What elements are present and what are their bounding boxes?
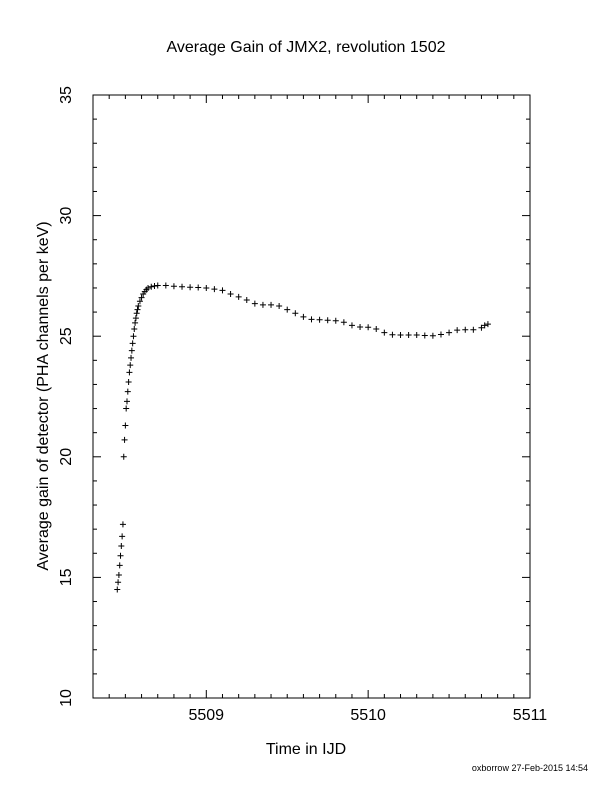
data-point <box>268 301 275 308</box>
data-point <box>421 332 428 339</box>
data-point <box>134 306 141 313</box>
data-point <box>131 325 138 332</box>
data-point <box>357 324 364 331</box>
data-point <box>127 362 134 369</box>
data-point <box>128 347 135 354</box>
data-point <box>128 354 135 361</box>
data-point <box>365 324 372 331</box>
data-point <box>117 552 124 559</box>
data-point <box>135 303 142 310</box>
data-point <box>162 282 169 289</box>
data-point <box>148 283 155 290</box>
data-point <box>484 321 491 328</box>
data-point <box>324 317 331 324</box>
data-point <box>316 316 323 323</box>
data-point <box>478 324 485 331</box>
data-point <box>481 322 488 329</box>
data-point <box>227 290 234 297</box>
data-point <box>300 313 307 320</box>
x-tick-label: 5509 <box>188 707 224 724</box>
data-point <box>405 331 412 338</box>
data-point <box>373 325 380 332</box>
data-point <box>259 301 266 308</box>
data-point <box>120 453 127 460</box>
data-point <box>203 284 210 291</box>
data-point <box>470 326 477 333</box>
data-point <box>243 297 250 304</box>
data-point <box>332 317 339 324</box>
data-point <box>123 398 130 405</box>
data-point <box>129 340 136 347</box>
data-point <box>133 310 140 317</box>
x-tick-labels: 5509 5510 5511 <box>188 707 547 724</box>
data-point <box>123 405 130 412</box>
footer-credit: oxborrow 27-Feb-2015 14:54 <box>472 763 588 773</box>
data-point <box>119 533 126 540</box>
data-point <box>437 331 444 338</box>
data-point <box>284 306 291 313</box>
data-point <box>276 303 283 310</box>
data-point <box>251 300 258 307</box>
y-tick-label: 10 <box>58 689 75 707</box>
data-point <box>118 543 125 550</box>
data-point <box>119 521 126 528</box>
data-point <box>170 283 177 290</box>
data-point <box>114 586 121 593</box>
x-axis-label: Time in IJD <box>266 741 346 758</box>
y-tick-label: 25 <box>58 327 75 345</box>
data-point <box>446 329 453 336</box>
data-point <box>122 422 129 429</box>
data-point <box>138 294 145 301</box>
data-point <box>462 326 469 333</box>
data-point <box>124 388 131 395</box>
data-point <box>397 331 404 338</box>
data-points <box>114 282 491 593</box>
y-tick-labels: 10 15 20 25 30 35 <box>58 86 75 707</box>
data-point <box>429 332 436 339</box>
data-point <box>154 282 161 289</box>
data-point <box>187 284 194 291</box>
data-point <box>381 329 388 336</box>
y-tick-label: 20 <box>58 448 75 466</box>
y-axis-label: Average gain of detector (PHA channels p… <box>35 221 52 570</box>
y-tick-label: 30 <box>58 207 75 225</box>
y-tick-label: 35 <box>58 86 75 104</box>
plot-frame <box>92 94 531 699</box>
data-point <box>121 436 128 443</box>
data-point <box>130 333 137 340</box>
data-point <box>219 287 226 294</box>
data-point <box>195 284 202 291</box>
data-point <box>454 327 461 334</box>
data-point <box>179 283 186 290</box>
data-point <box>413 331 420 338</box>
x-tick-label: 5510 <box>350 707 386 724</box>
data-point <box>389 331 396 338</box>
data-point <box>115 571 122 578</box>
data-point <box>145 284 152 291</box>
data-point <box>116 562 123 569</box>
data-point <box>136 298 143 305</box>
x-tick-label: 5511 <box>513 707 548 724</box>
data-point <box>340 319 347 326</box>
data-point <box>132 315 139 322</box>
data-point <box>211 286 218 293</box>
data-point <box>235 293 242 300</box>
data-point <box>292 310 299 317</box>
data-point <box>115 579 122 586</box>
data-point <box>308 316 315 323</box>
data-point <box>125 379 132 386</box>
chart-title: Average Gain of JMX2, revolution 1502 <box>167 39 446 56</box>
data-point <box>132 319 139 326</box>
data-point <box>126 369 133 376</box>
data-point <box>348 322 355 329</box>
y-tick-label: 15 <box>58 568 75 586</box>
axis-ticks <box>92 94 531 699</box>
